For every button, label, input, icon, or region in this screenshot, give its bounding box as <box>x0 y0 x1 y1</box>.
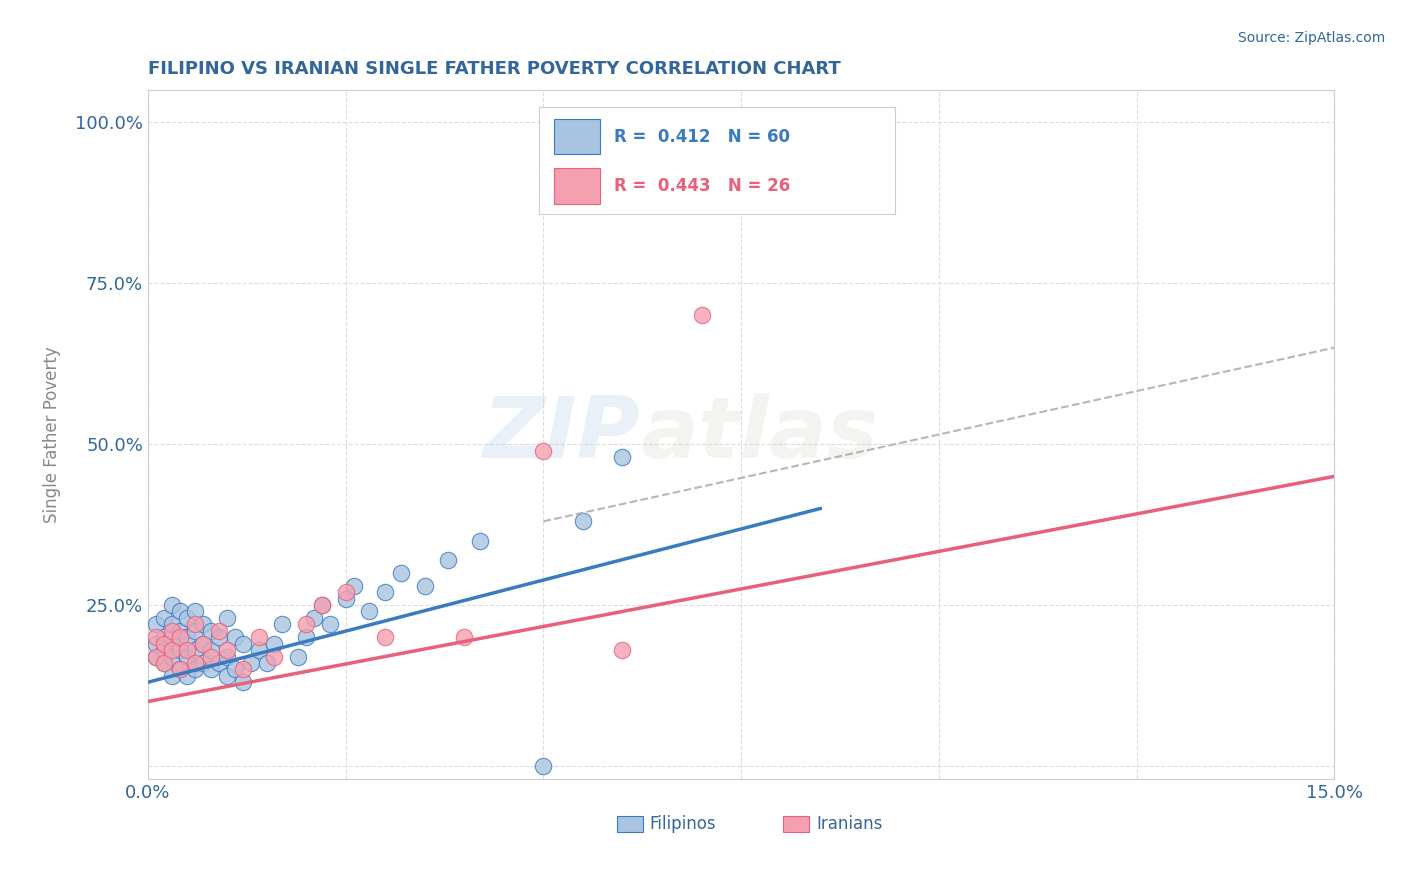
Point <box>176 643 198 657</box>
Bar <box>783 816 808 832</box>
Point <box>572 515 595 529</box>
Point <box>335 591 357 606</box>
Point <box>176 649 198 664</box>
Point <box>193 637 215 651</box>
Point <box>145 649 167 664</box>
Point <box>176 611 198 625</box>
Point <box>374 585 396 599</box>
Point <box>169 624 191 638</box>
Point <box>311 598 333 612</box>
Point <box>232 675 254 690</box>
Point <box>200 624 222 638</box>
Text: Source: ZipAtlas.com: Source: ZipAtlas.com <box>1237 31 1385 45</box>
Point <box>224 630 246 644</box>
Point <box>152 643 174 657</box>
Bar <box>617 816 643 832</box>
Point <box>256 656 278 670</box>
Point <box>152 656 174 670</box>
Point <box>437 553 460 567</box>
Text: Iranians: Iranians <box>815 814 882 832</box>
Point <box>690 309 713 323</box>
Point <box>169 630 191 644</box>
Point <box>468 533 491 548</box>
Text: atlas: atlas <box>640 393 879 476</box>
Point <box>160 649 183 664</box>
Point <box>184 604 207 618</box>
Point <box>453 630 475 644</box>
Point <box>335 585 357 599</box>
Point <box>193 637 215 651</box>
Point <box>145 637 167 651</box>
Point <box>263 649 285 664</box>
Point <box>184 662 207 676</box>
Point <box>612 450 634 464</box>
Point <box>169 643 191 657</box>
Point <box>374 630 396 644</box>
Text: FILIPINO VS IRANIAN SINGLE FATHER POVERTY CORRELATION CHART: FILIPINO VS IRANIAN SINGLE FATHER POVERT… <box>148 60 841 78</box>
Point <box>295 630 318 644</box>
Point <box>160 598 183 612</box>
Point <box>612 643 634 657</box>
Point <box>342 579 364 593</box>
Point <box>152 611 174 625</box>
Point <box>302 611 325 625</box>
Point <box>413 579 436 593</box>
Point <box>184 624 207 638</box>
Point <box>160 669 183 683</box>
Point <box>145 630 167 644</box>
Point <box>160 624 183 638</box>
Point <box>224 662 246 676</box>
Point <box>160 630 183 644</box>
Point <box>215 649 238 664</box>
Point <box>359 604 381 618</box>
Point <box>287 649 309 664</box>
Point <box>215 669 238 683</box>
Point <box>184 656 207 670</box>
Point <box>295 617 318 632</box>
Point <box>263 637 285 651</box>
Y-axis label: Single Father Poverty: Single Father Poverty <box>44 346 60 523</box>
Point <box>531 443 554 458</box>
Point <box>184 617 207 632</box>
Point <box>152 637 174 651</box>
Point <box>145 649 167 664</box>
Text: Filipinos: Filipinos <box>650 814 717 832</box>
Point <box>208 630 231 644</box>
Point <box>200 649 222 664</box>
Point <box>193 656 215 670</box>
Point <box>319 617 342 632</box>
Point <box>389 566 412 580</box>
Point <box>232 637 254 651</box>
Point <box>247 630 270 644</box>
Point <box>239 656 262 670</box>
Point <box>145 617 167 632</box>
Point <box>271 617 294 632</box>
Point <box>169 662 191 676</box>
Point <box>215 643 238 657</box>
Point <box>176 630 198 644</box>
Point <box>208 624 231 638</box>
Point <box>160 643 183 657</box>
Point <box>208 656 231 670</box>
Point <box>247 643 270 657</box>
Point <box>200 643 222 657</box>
Point <box>152 630 174 644</box>
Point <box>152 656 174 670</box>
Point <box>311 598 333 612</box>
Point <box>215 611 238 625</box>
Point <box>193 617 215 632</box>
Point <box>169 662 191 676</box>
Point <box>200 662 222 676</box>
Point <box>160 617 183 632</box>
Point <box>169 604 191 618</box>
Point <box>184 643 207 657</box>
Point <box>232 662 254 676</box>
Point <box>176 669 198 683</box>
Text: ZIP: ZIP <box>482 393 640 476</box>
Point <box>531 759 554 773</box>
